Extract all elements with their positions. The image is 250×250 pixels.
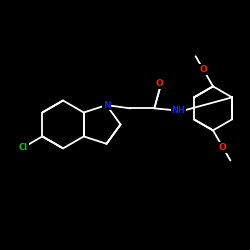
Text: O: O — [199, 65, 207, 74]
Text: O: O — [156, 79, 164, 88]
Text: N: N — [103, 100, 110, 110]
Text: O: O — [219, 143, 227, 152]
Text: Cl: Cl — [19, 143, 28, 152]
Text: NH: NH — [171, 106, 185, 115]
